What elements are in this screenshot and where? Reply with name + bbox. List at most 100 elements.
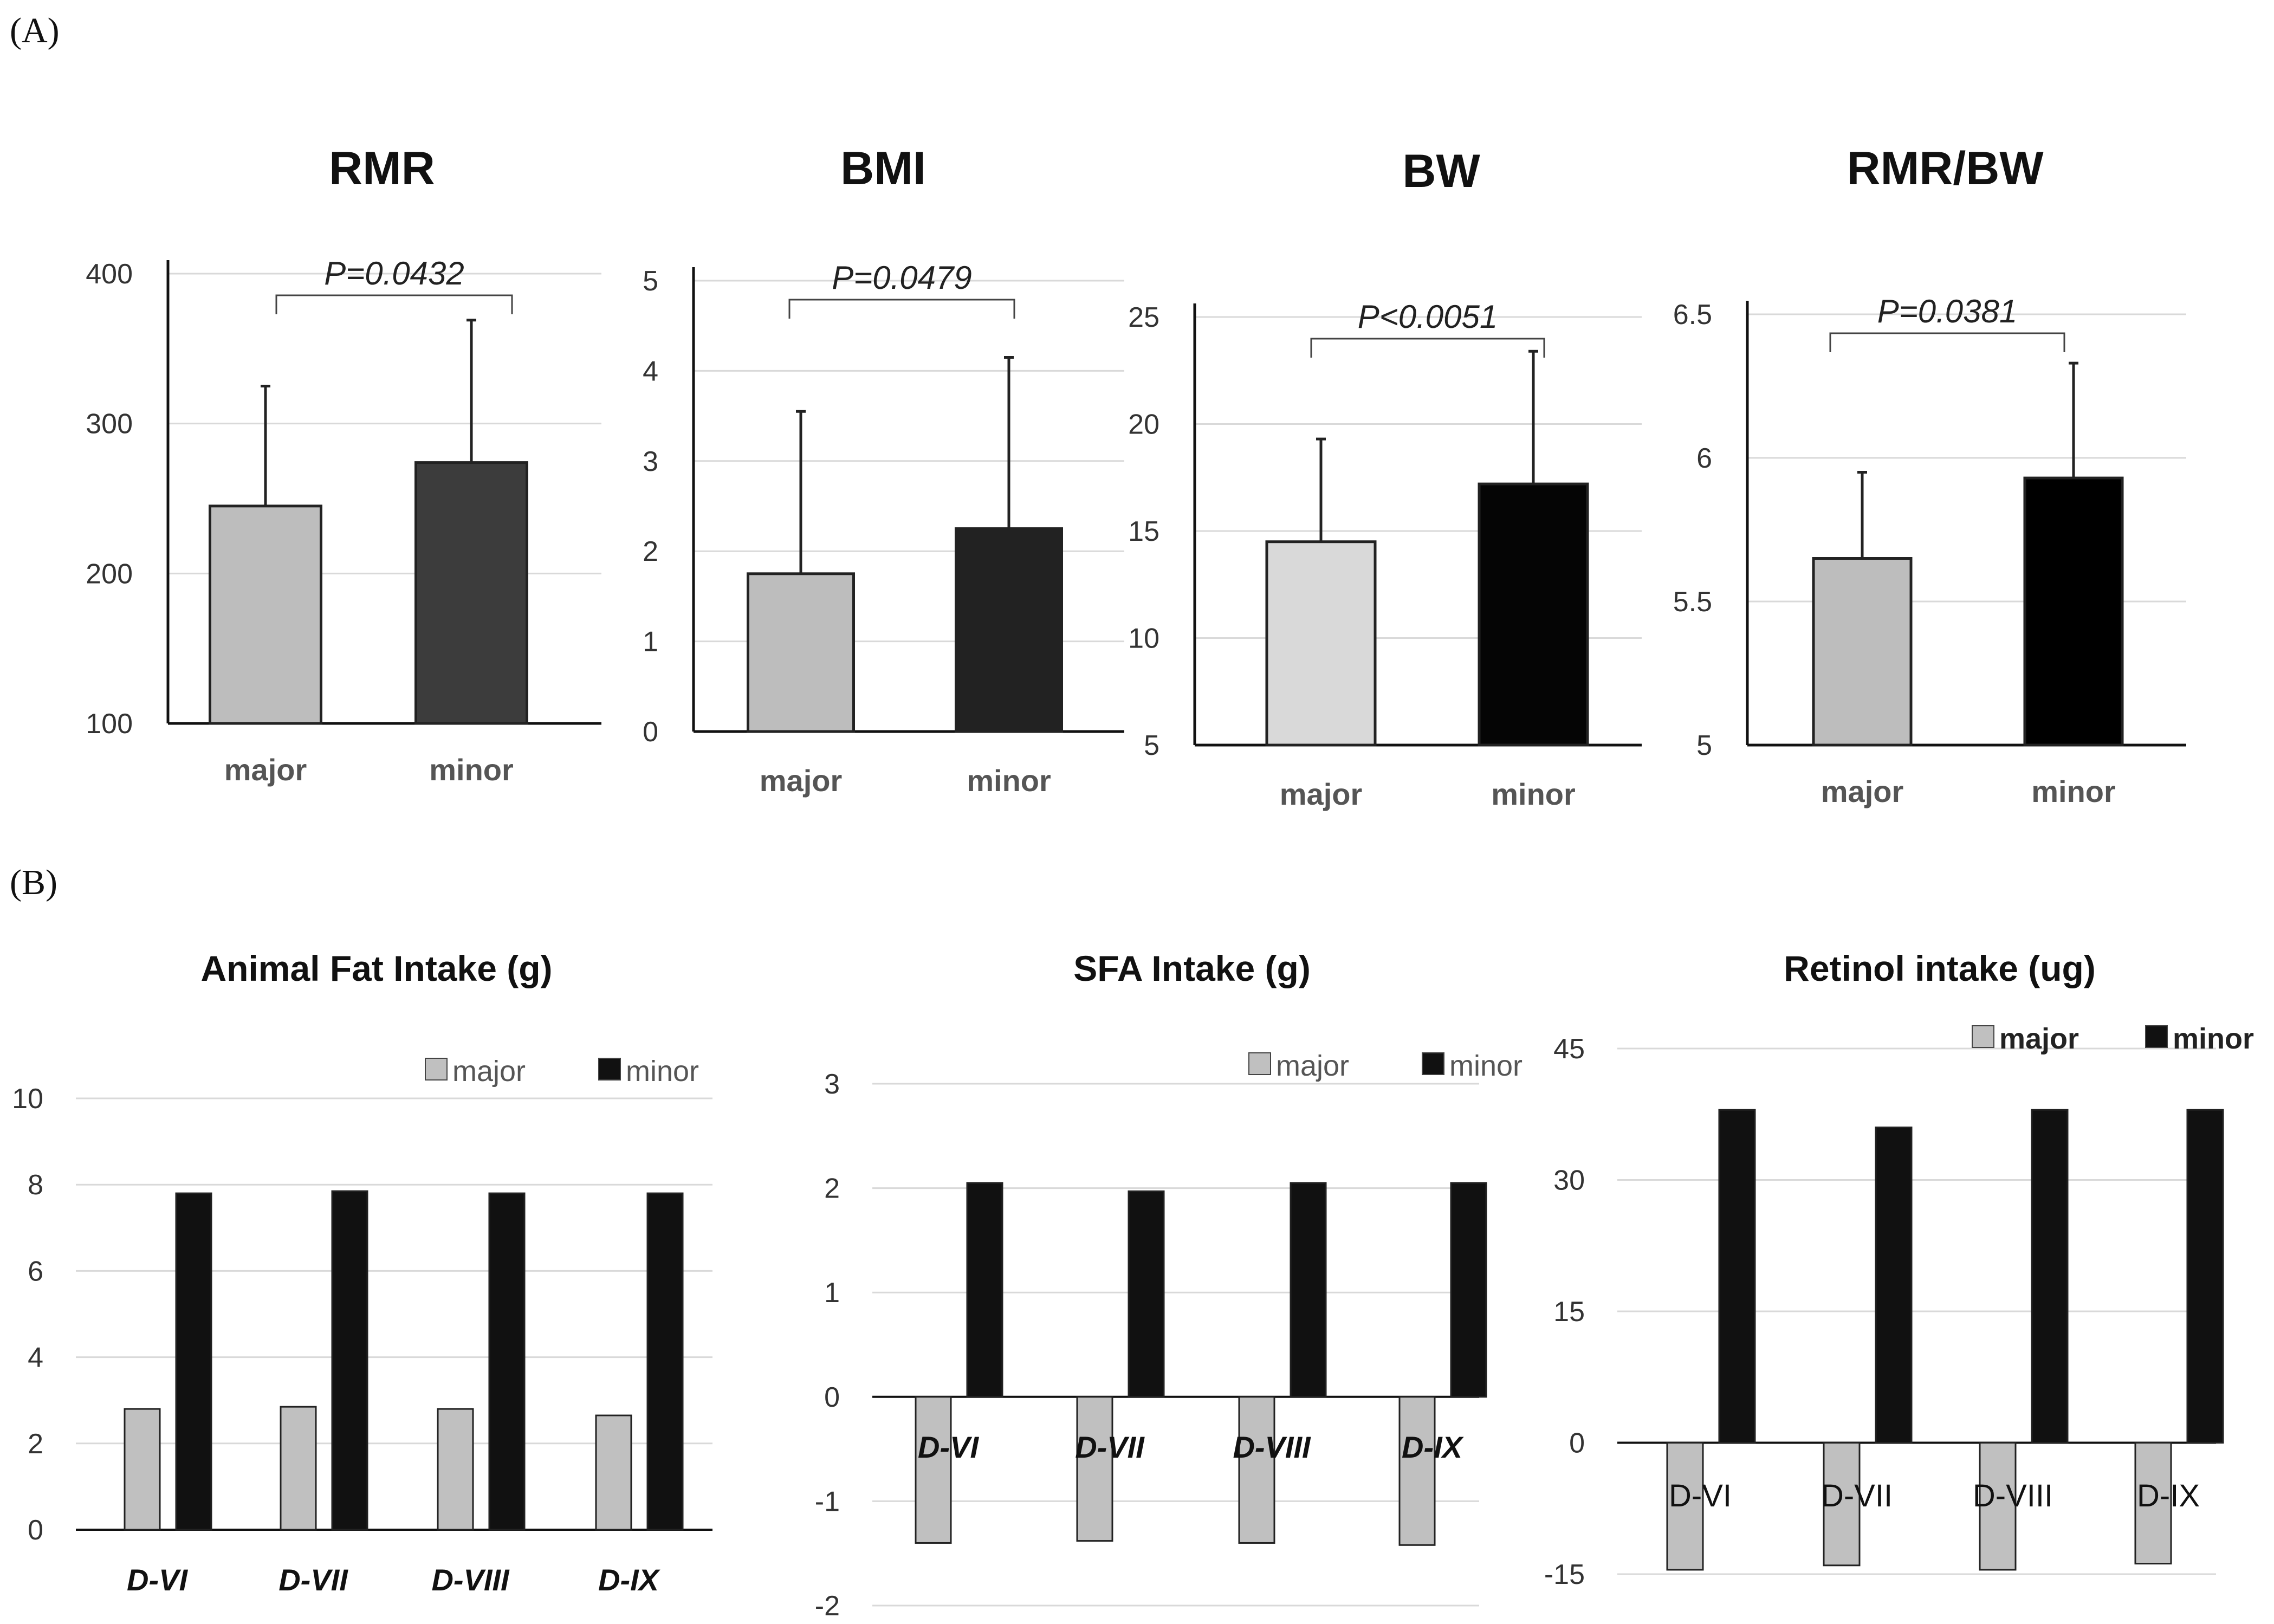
x-tick-label: D-IX: [598, 1563, 661, 1597]
legend-swatch-minor: [1422, 1052, 1444, 1075]
y-tick-label: 1: [824, 1277, 840, 1309]
legend: major minor: [1972, 1023, 2254, 1055]
y-tick-label: 5: [643, 266, 658, 297]
chart-title: SFA Intake (g): [1073, 948, 1311, 988]
x-tick-label: D-VI: [127, 1563, 188, 1597]
y-tick-label: -15: [1544, 1559, 1585, 1590]
significance-bracket: [1829, 332, 2065, 352]
y-tick-label: 6.5: [1673, 299, 1712, 331]
y-tick-label: 0: [643, 716, 658, 748]
chart-4: RMR/BW 5 5.5 6 6.5 major minor P=0.0381: [1673, 143, 2186, 808]
significance-bracket: [1310, 338, 1545, 358]
bar-minor-D-IX: [2186, 1109, 2224, 1444]
y-tick-label: 15: [1553, 1296, 1585, 1328]
chart-7: Retinol intake (ug) -15 0 15 30 45 D-VI D-VII D-…: [1544, 948, 2254, 1590]
x-tick-label: minor: [429, 753, 514, 787]
x-tick-label: major: [224, 753, 307, 787]
bar-minor-D-VIII: [488, 1192, 526, 1531]
x-tick-label: D-VI: [918, 1430, 979, 1464]
significance-bracket: [275, 294, 513, 314]
bar-major-D-VII: [280, 1406, 317, 1531]
bar-major: [1812, 557, 1913, 747]
x-tick-label: D-VIII: [1233, 1430, 1311, 1464]
y-tick-label: 45: [1553, 1033, 1585, 1065]
bar-major-D-VI: [1666, 1442, 1704, 1571]
legend: major minor: [1248, 1050, 1523, 1082]
bar-minor-D-VII: [331, 1190, 368, 1531]
y-tick-label: -2: [815, 1590, 840, 1622]
y-tick-label: 2: [824, 1173, 840, 1205]
p-value-label: P<0.0051: [1358, 299, 1498, 335]
bar-minor-D-IX: [1450, 1182, 1487, 1398]
y-tick-label: 3: [643, 446, 658, 477]
legend: major minor: [425, 1055, 699, 1088]
p-value-label: P=0.0432: [324, 255, 464, 292]
legend-swatch-minor: [598, 1058, 621, 1080]
bar-major-D-IX: [1398, 1396, 1436, 1546]
x-tick-label: D-VII: [1075, 1430, 1145, 1464]
y-tick-label: 1: [643, 626, 658, 658]
bar-major: [1265, 540, 1377, 747]
bar-major-D-IX: [2134, 1442, 2172, 1565]
legend-swatch-major: [1972, 1025, 1994, 1048]
bar-major-D-IX: [595, 1414, 632, 1531]
x-tick-label: D-VII: [1821, 1478, 1893, 1513]
y-tick-label: 4: [643, 355, 658, 387]
bar-major: [747, 572, 855, 733]
bar-major-D-VI: [915, 1396, 952, 1544]
chart-1: RMR 100 200 300 400 major minor P=0.0432: [86, 143, 601, 787]
chart-title: RMR/BW: [1847, 143, 2044, 195]
y-tick-label: 2: [643, 536, 658, 567]
significance-bracket: [788, 299, 1015, 319]
chart-title: Animal Fat Intake (g): [200, 948, 552, 988]
y-tick-label: -1: [815, 1486, 840, 1517]
y-tick-label: 4: [28, 1342, 43, 1374]
chart-3: BW 5 10 15 20 25 major minor P<0.0051: [1128, 145, 1642, 811]
y-tick-label: 25: [1128, 302, 1159, 333]
x-tick-label: D-IX: [2137, 1478, 2200, 1513]
panel-label-b: (B): [10, 863, 57, 902]
y-tick-label: 30: [1553, 1165, 1585, 1196]
bar-minor: [2023, 476, 2124, 747]
panel-label-a: (A): [10, 11, 60, 50]
y-tick-label: 6: [1696, 443, 1712, 474]
y-tick-label: 20: [1128, 409, 1159, 441]
bar-major: [209, 504, 322, 725]
y-tick-label: 5: [1144, 730, 1159, 761]
bar-minor: [414, 461, 528, 725]
legend-swatch-minor: [2145, 1025, 2168, 1048]
bar-minor-D-VIII: [1290, 1182, 1327, 1398]
bar-major-D-VII: [1823, 1442, 1861, 1567]
y-tick-label: 5: [1696, 730, 1712, 761]
bar-minor-D-VII: [1128, 1190, 1165, 1398]
x-tick-label: major: [1821, 774, 1904, 808]
bar-minor-D-IX: [646, 1192, 684, 1531]
x-tick-label: D-IX: [1402, 1430, 1465, 1464]
legend-label-minor: minor: [626, 1055, 699, 1088]
x-tick-label: major: [1280, 777, 1363, 811]
p-value-label: P=0.0479: [832, 260, 972, 296]
bar-major-D-VIII: [437, 1408, 474, 1531]
bar-minor: [955, 527, 1063, 733]
y-tick-label: 0: [824, 1382, 840, 1413]
bar-minor-D-VI: [175, 1192, 212, 1531]
bar-minor: [1478, 482, 1589, 747]
bar-major-D-VIII: [1979, 1442, 2017, 1571]
x-tick-label: D-VII: [278, 1563, 348, 1597]
y-tick-label: 400: [86, 258, 133, 290]
legend-label-minor: minor: [2173, 1023, 2254, 1055]
chart-title: Retinol intake (ug): [1784, 948, 2096, 988]
x-tick-label: minor: [2031, 774, 2116, 808]
chart-title: RMR: [329, 143, 435, 195]
x-tick-label: minor: [1491, 777, 1576, 811]
y-tick-label: 6: [28, 1256, 43, 1287]
y-tick-label: 0: [1569, 1428, 1585, 1459]
y-tick-label: 5.5: [1673, 586, 1712, 618]
legend-label-major: major: [1999, 1023, 2079, 1055]
legend-label-major: major: [1276, 1050, 1349, 1082]
bar-minor-D-VI: [966, 1182, 1003, 1398]
chart-5: Animal Fat Intake (g) 0 2 4 6 8 10 D-VI D-VII D-V…: [12, 948, 712, 1597]
bar-major-D-VI: [124, 1408, 161, 1531]
x-tick-label: minor: [967, 764, 1051, 798]
